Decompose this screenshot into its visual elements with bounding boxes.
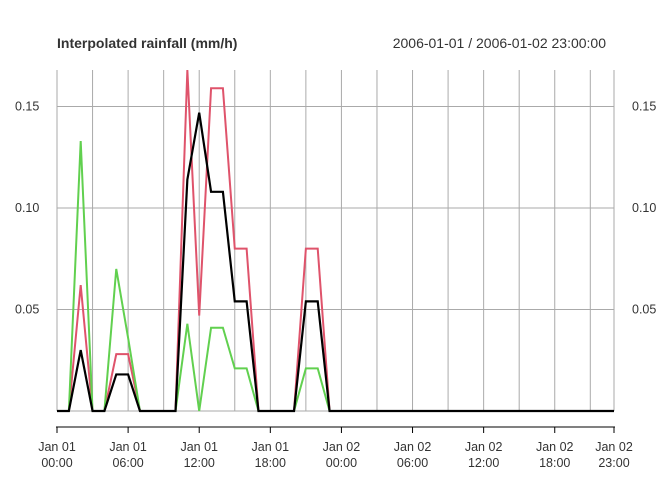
series-lines — [57, 69, 614, 413]
x-tick-label-line: 00:00 — [326, 456, 357, 470]
x-tick-label-line: 12:00 — [468, 456, 499, 470]
x-tick-label: Jan 01 06:00 — [109, 440, 147, 470]
x-tick-label-line: 18:00 — [255, 456, 286, 470]
date-range-label: 2006-01-01 / 2006-01-02 23:00:00 — [393, 35, 606, 51]
x-tick-label-line: Jan 02 — [465, 440, 503, 454]
x-tick-label-line: Jan 01 — [180, 440, 218, 454]
x-tick-label: Jan 02 00:00 — [323, 440, 361, 470]
series-line-2 — [57, 140, 614, 412]
y-tick-label-left: 0.15 — [15, 100, 39, 114]
chart-title: Interpolated rainfall (mm/h) — [57, 35, 237, 51]
series-line-3 — [57, 112, 614, 413]
y-tick-label-right: 0.15 — [632, 100, 656, 114]
x-tick-label: Jan 01 18:00 — [252, 440, 290, 470]
series-line-1 — [57, 69, 614, 412]
x-tick-label: Jan 02 12:00 — [465, 440, 503, 470]
x-tick-label-line: Jan 01 — [252, 440, 290, 454]
x-tick-label-line: Jan 02 — [323, 440, 361, 454]
x-tick-label-line: Jan 01 — [109, 440, 147, 454]
x-tick-label-line: 00:00 — [41, 456, 72, 470]
x-tick-label-line: 12:00 — [184, 456, 215, 470]
y-tick-label-left: 0.10 — [15, 201, 39, 215]
x-tick-label: Jan 02 18:00 — [536, 440, 574, 470]
x-tick-label: Jan 01 00:00 — [38, 440, 76, 470]
x-tick-label: Jan 02 23:00 — [595, 440, 633, 470]
x-tick-label: Jan 01 12:00 — [180, 440, 218, 470]
x-tick-label-line: Jan 02 — [595, 440, 633, 454]
x-tick-label-line: 06:00 — [397, 456, 428, 470]
x-tick-label-line: 06:00 — [112, 456, 143, 470]
x-tick-label: Jan 02 06:00 — [394, 440, 432, 470]
y-tick-label-right: 0.10 — [632, 201, 656, 215]
y-tick-label-left: 0.05 — [15, 303, 39, 317]
x-tick-label-line: 18:00 — [539, 456, 570, 470]
x-tick-label-line: Jan 02 — [536, 440, 574, 454]
y-tick-label-right: 0.05 — [632, 303, 656, 317]
x-tick-label-line: Jan 02 — [394, 440, 432, 454]
x-tick-label-line: Jan 01 — [38, 440, 76, 454]
x-tick-label-line: 23:00 — [598, 456, 629, 470]
grid — [56, 70, 615, 412]
